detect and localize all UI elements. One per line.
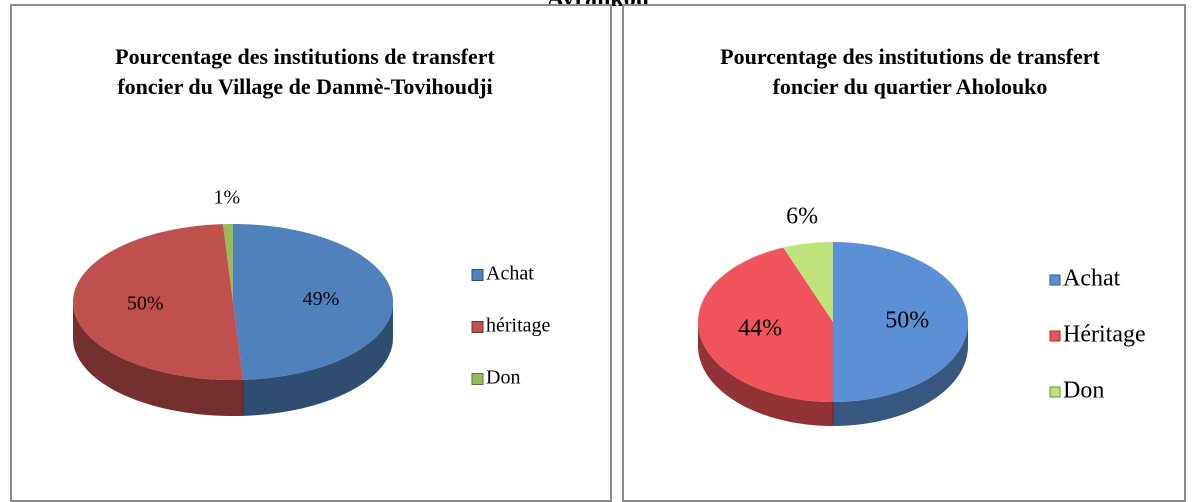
legend-label: Achat xyxy=(1063,266,1121,292)
slice xyxy=(73,224,244,380)
data-label: 50% xyxy=(127,292,164,314)
data-label: 1% xyxy=(214,186,241,208)
legend-label: Héritage xyxy=(1063,322,1146,348)
slice xyxy=(222,224,233,302)
slice-side xyxy=(73,302,244,416)
legend-swatch xyxy=(1049,330,1061,342)
slice-side xyxy=(243,302,393,416)
legend-label: Achat xyxy=(486,263,534,285)
chart-frame xyxy=(622,4,1186,502)
legend-label: Don xyxy=(486,367,520,389)
legend-label: héritage xyxy=(486,315,551,337)
slice xyxy=(233,224,393,380)
legend-swatch xyxy=(471,373,484,385)
chart-title: Pourcentage des institutions de transfer… xyxy=(115,44,495,99)
legend-swatch xyxy=(1049,386,1061,398)
data-label: 44% xyxy=(738,316,782,342)
slice xyxy=(698,247,833,402)
legend-label: Don xyxy=(1063,378,1104,404)
data-label: 6% xyxy=(786,204,818,230)
legend-swatch xyxy=(471,321,484,333)
slice-side xyxy=(833,322,968,426)
legend-swatch xyxy=(1049,274,1061,286)
data-label: 50% xyxy=(885,308,929,334)
chart-title: Pourcentage des institutions de transfer… xyxy=(720,44,1100,99)
data-label: 49% xyxy=(303,288,340,310)
slice-side xyxy=(698,322,833,426)
slice xyxy=(783,242,833,322)
slice xyxy=(833,242,968,402)
chart-frame xyxy=(10,4,612,502)
legend-swatch xyxy=(471,269,484,281)
